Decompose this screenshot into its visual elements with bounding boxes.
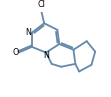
Text: N: N — [26, 28, 32, 37]
Text: O: O — [12, 48, 19, 57]
Text: N: N — [43, 51, 49, 60]
Text: Cl: Cl — [37, 0, 45, 9]
